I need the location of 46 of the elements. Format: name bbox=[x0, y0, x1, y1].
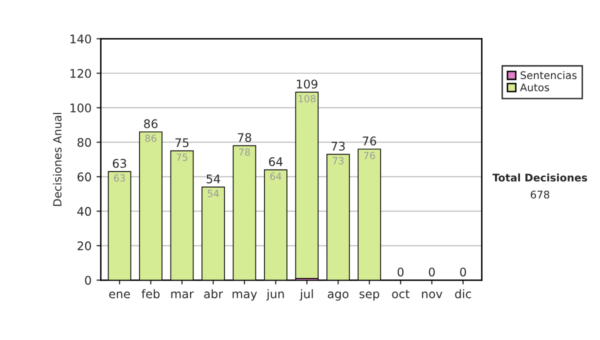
data-label: 78 bbox=[239, 148, 250, 156]
total-label: 0 bbox=[398, 268, 404, 276]
x-tick-label: ene bbox=[109, 292, 130, 298]
y-axis-title: Decisiones Anual bbox=[52, 112, 62, 206]
y-tick-label: 60 bbox=[78, 172, 91, 182]
legend-label: Autos bbox=[520, 84, 550, 92]
y-tick-label: 0 bbox=[85, 276, 91, 285]
data-label: 73 bbox=[332, 157, 344, 164]
x-tick-label: feb bbox=[142, 289, 160, 298]
x-tick-label: may bbox=[232, 292, 257, 301]
x-tick-label: mar bbox=[171, 292, 194, 298]
y-tick-label: 40 bbox=[77, 206, 91, 216]
total-label: 76 bbox=[362, 136, 376, 146]
total-label: 109 bbox=[296, 80, 318, 89]
data-label: 108 bbox=[298, 94, 316, 102]
total-label: 73 bbox=[332, 142, 345, 151]
total-label: 78 bbox=[238, 133, 252, 142]
x-tick-label: nov bbox=[422, 292, 442, 298]
y-tick-label: 120 bbox=[70, 68, 91, 78]
y-tick-label: 80 bbox=[78, 138, 91, 147]
total-label: 0 bbox=[428, 268, 435, 276]
total-label: 63 bbox=[112, 158, 126, 168]
total-label: 64 bbox=[269, 157, 283, 166]
data-label: 64 bbox=[270, 172, 282, 180]
text: Total Decisiones bbox=[492, 173, 588, 182]
y-tick-label: 100 bbox=[70, 103, 91, 112]
data-label: 75 bbox=[176, 154, 188, 161]
x-tick-label: dic bbox=[455, 289, 471, 298]
data-label: 63 bbox=[114, 174, 125, 182]
x-tick-label: sep bbox=[360, 292, 380, 301]
total-label: 75 bbox=[175, 138, 188, 148]
data-label: 86 bbox=[145, 134, 156, 142]
x-tick-label: oct bbox=[392, 290, 410, 298]
y-tick-label: 20 bbox=[78, 241, 91, 250]
text: 678 bbox=[530, 190, 550, 199]
legend-label: Sentencias bbox=[520, 71, 577, 80]
total-label: 54 bbox=[206, 174, 220, 184]
total-label: 86 bbox=[144, 119, 158, 128]
y-tick-label: 140 bbox=[70, 34, 91, 44]
data-label: 54 bbox=[208, 190, 219, 198]
x-tick-label: jul bbox=[300, 289, 313, 301]
x-tick-label: abr bbox=[204, 289, 224, 298]
x-tick-label: ago bbox=[328, 292, 348, 301]
total-label: 0 bbox=[460, 268, 466, 276]
data-label: 76 bbox=[364, 152, 375, 160]
x-tick-label: jun bbox=[266, 289, 284, 301]
